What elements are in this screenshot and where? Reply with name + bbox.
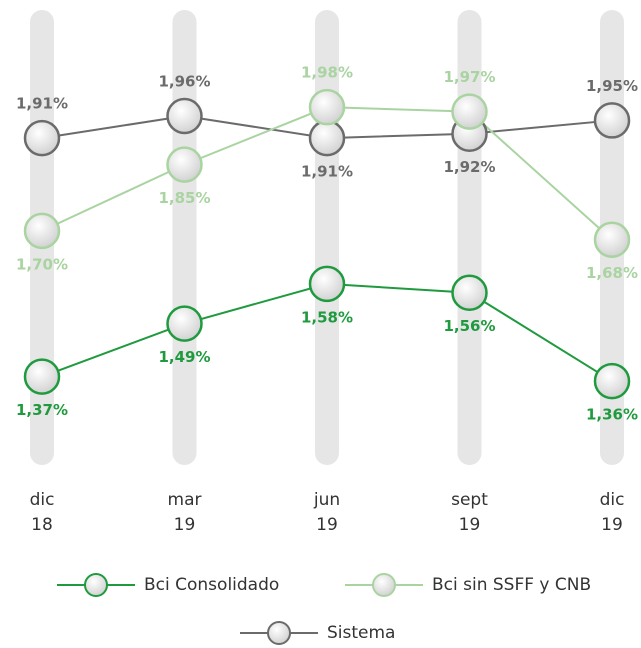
- value-label: 1,49%: [158, 348, 210, 366]
- legend-label: Sistema: [327, 623, 395, 643]
- point: [593, 102, 631, 139]
- legend-marker: [84, 573, 108, 597]
- value-label: 1,97%: [443, 68, 495, 86]
- x-tick-label: mar 19: [167, 490, 202, 535]
- value-label: 1,37%: [16, 401, 68, 419]
- point: [308, 119, 346, 157]
- value-label: 1,85%: [158, 189, 210, 207]
- legend-marker: [372, 573, 396, 597]
- point: [593, 221, 631, 258]
- legend-marker: [267, 621, 291, 645]
- point: [23, 212, 61, 250]
- point: [451, 93, 488, 130]
- legend-label: Bci Consolidado: [144, 575, 279, 595]
- point: [451, 274, 488, 311]
- point: [23, 358, 61, 395]
- point: [23, 119, 61, 157]
- point: [308, 88, 346, 126]
- x-tick-label: dic 18: [29, 490, 55, 535]
- value-label: 1,56%: [443, 317, 495, 335]
- point: [166, 305, 203, 342]
- value-label: 1,92%: [443, 158, 495, 176]
- legend-label: Bci sin SSFF y CNB: [432, 575, 591, 595]
- value-label: 1,36%: [586, 406, 638, 424]
- value-label: 1,95%: [586, 77, 638, 95]
- x-tick-label: jun 19: [313, 490, 341, 535]
- value-label: 1,70%: [16, 255, 68, 273]
- x-tick-label: dic 19: [599, 490, 625, 535]
- point: [166, 146, 203, 183]
- point: [308, 265, 346, 303]
- x-tick-label: sept 19: [451, 490, 488, 535]
- point: [166, 97, 203, 135]
- value-label: 1,58%: [301, 308, 353, 326]
- value-label: 1,91%: [16, 95, 68, 113]
- value-label: 1,68%: [586, 264, 638, 282]
- value-label: 1,98%: [301, 64, 353, 82]
- point: [593, 362, 631, 400]
- value-label: 1,91%: [301, 163, 353, 181]
- value-label: 1,96%: [158, 73, 210, 91]
